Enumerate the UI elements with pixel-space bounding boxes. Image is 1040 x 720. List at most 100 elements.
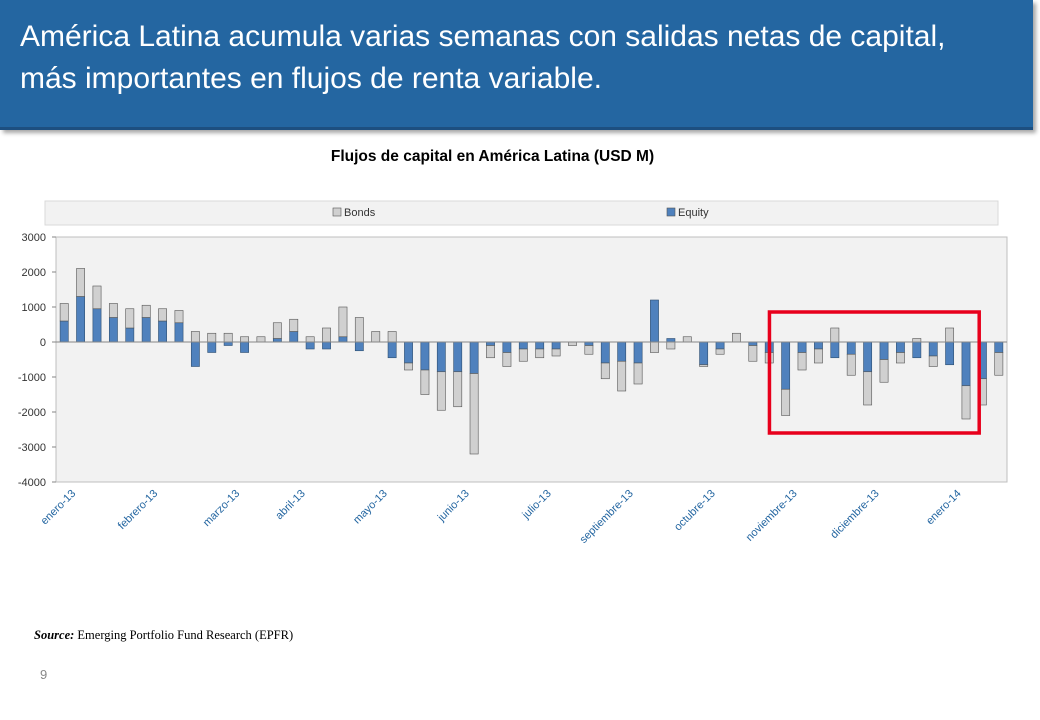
bar-bonds [748,345,758,362]
bar-equity [76,296,85,343]
bar-equity [272,338,282,343]
bar-equity [240,341,249,353]
bar-bonds [502,352,512,367]
legend-bonds-swatch [332,207,342,217]
x-tick-label: septiembre-13 [578,488,636,546]
bar-equity [666,338,676,343]
bar-bonds [256,336,266,343]
bar-equity [518,341,528,350]
legend-equity-swatch [666,207,676,217]
bar-bonds [436,371,446,411]
x-tick-label: diciembre-13 [828,488,881,541]
bar-bonds [174,310,184,324]
bar-equity [338,336,348,343]
bar-bonds [387,331,397,343]
bar-bonds [371,331,381,343]
bar-bonds [486,345,495,359]
y-tick-label: 1000 [22,302,46,314]
bar-bonds [846,353,856,376]
bar-bonds [535,348,545,359]
bar-bonds [912,338,922,343]
bar-bonds [584,345,594,355]
bar-equity [387,341,397,359]
bar-equity [486,341,495,346]
bar-equity [748,341,758,346]
bar-equity [896,341,905,353]
bar-equity [994,341,1004,353]
y-tick-label: 0 [40,337,46,349]
bar-equity [863,341,873,373]
bar-equity [600,341,610,364]
x-tick-label: enero-14 [924,488,964,528]
x-tick-label: febrero-13 [116,488,160,532]
bar-equity [305,341,315,350]
bar-bonds [928,355,938,367]
bar-bonds [420,369,430,395]
page-number: 9 [40,667,48,682]
bar-bonds [666,341,676,350]
bar-equity [551,341,561,350]
bar-bonds [404,362,413,371]
bar-equity [420,341,430,371]
bar-equity [814,341,823,350]
bar-bonds [650,341,659,353]
bar-bonds [289,318,299,332]
x-tick-label: junio-13 [435,488,472,525]
bar-bonds [568,341,577,346]
x-tick-label: mayo-13 [351,488,390,527]
bar-bonds [469,373,479,455]
bar-bonds [272,322,282,339]
y-tick-label: 2000 [22,267,46,279]
bar-equity [699,341,709,366]
bar-bonds [945,327,955,343]
bar-bonds [961,385,971,420]
bar-equity [108,317,118,343]
bar-equity [584,341,594,346]
bar-bonds [551,348,561,357]
legend-bonds-label: Bonds [344,207,376,219]
title-banner: América Latina acumula varias semanas co… [0,0,1033,130]
bar-equity [436,341,446,373]
bar-bonds [518,348,528,362]
slide-title-line-1: América Latina acumula varias semanas co… [20,20,946,53]
bar-equity [141,317,151,343]
source-label: Source: [34,628,75,642]
bar-bonds [896,352,905,364]
bar-equity [928,341,938,357]
bar-equity [879,341,889,360]
bar-bonds [190,331,200,343]
legend-box [44,200,999,226]
bar-bonds [797,352,807,371]
x-tick-label: noviembre-13 [744,488,800,544]
bar-bonds [879,359,889,383]
bar-bonds [76,268,85,297]
bar-equity [502,341,512,353]
bar-bonds [830,327,840,343]
bar-equity [633,341,643,364]
bar-bonds [814,348,823,364]
bar-bonds [207,332,217,343]
bar-bonds [125,308,135,329]
bar-bonds [92,285,102,310]
bar-equity [190,341,200,367]
bar-bonds [108,303,118,318]
bar-equity [92,308,102,343]
bar-equity [289,331,299,343]
bar-equity [961,341,971,387]
source-note: Source: Emerging Portfolio Fund Research… [34,628,293,643]
capital-flows-chart: Bonds Equity 3000 2000 1000 0 -1000 -2000 -3000 -… [18,200,1008,546]
bar-bonds [141,304,151,318]
y-tick-label: -4000 [18,477,46,489]
bar-bonds [994,352,1004,376]
y-tick-label: -1000 [18,372,46,384]
bar-bonds [617,360,627,392]
bar-bonds [715,348,725,355]
highlight-box [767,310,981,435]
bar-equity [322,341,331,350]
bar-equity [797,341,807,353]
bar-equity [453,341,463,373]
slide-title-line-2: más importantes en flujos de renta varia… [20,62,602,95]
bar-bonds [305,336,315,343]
bar-equity [535,341,545,350]
bar-bonds [781,388,791,416]
